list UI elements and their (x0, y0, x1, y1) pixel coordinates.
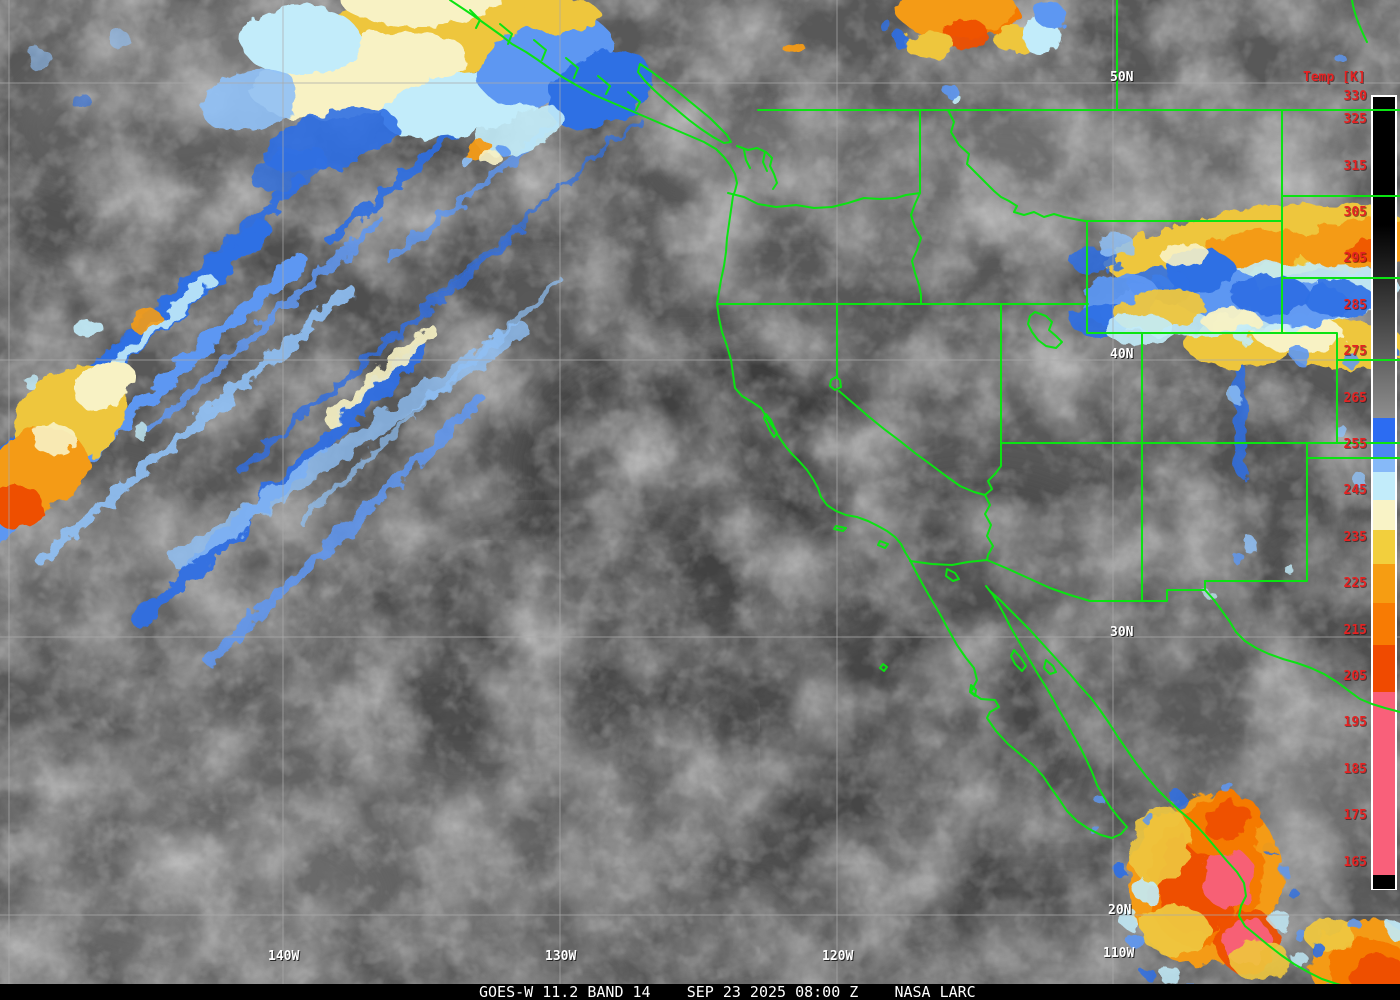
cold-cloud-blob (71, 91, 89, 109)
cold-cloud-blob (0, 483, 43, 527)
cold-cloud-blob (1160, 243, 1210, 267)
cold-cloud-blob (1133, 878, 1157, 902)
cold-cloud-blob (459, 154, 471, 166)
colorbar-segment (1373, 224, 1395, 419)
cold-cloud-blob (1280, 865, 1290, 875)
cold-cloud-blob (1337, 55, 1347, 65)
cold-cloud-streak (35, 285, 355, 565)
cold-cloud-blob (780, 41, 804, 51)
cold-cloud-blob (1095, 233, 1135, 257)
cold-cloud-blob (1160, 965, 1180, 985)
cold-cloud-blob (1234, 554, 1246, 566)
colorbar-segment (1373, 97, 1395, 225)
cold-cloud-streak (324, 324, 436, 426)
cold-cloud-blob (1254, 838, 1278, 854)
cold-cloud-blob (1034, 3, 1066, 27)
cold-cloud-blob (1090, 825, 1100, 835)
cold-cloud-blob (1292, 952, 1308, 968)
colorbar-segment (1373, 874, 1395, 889)
cold-cloud-blob (1224, 784, 1236, 796)
cold-cloud-streak (1231, 343, 1249, 477)
cold-cloud-streak (55, 175, 305, 405)
cold-cloud-blob (1290, 890, 1300, 900)
cold-cloud-blob (1140, 905, 1210, 955)
cold-cloud-blob (1235, 325, 1255, 345)
cold-cloud-streak (204, 394, 486, 666)
caption-text: GOES-W 11.2 BAND 14 SEP 23 2025 08:00 Z … (479, 984, 976, 1000)
temperature-colorbar (1371, 95, 1397, 890)
cold-cloud-blob (1144, 969, 1156, 981)
cold-cloud-blob (1291, 346, 1309, 364)
cold-cloud-blob (1105, 315, 1175, 345)
colorbar-segment (1373, 444, 1395, 458)
cold-cloud-blob (1173, 793, 1187, 807)
colorbar-segment (1373, 691, 1395, 875)
cold-cloud-blob (1230, 940, 1290, 980)
stratocumulus-speckle (0, 540, 760, 985)
colorbar-segment (1373, 644, 1395, 692)
cold-cloud-blob (132, 422, 148, 438)
caption-credit: NASA LARC (894, 983, 976, 1000)
cold-cloud-blob (1242, 537, 1258, 553)
cold-cloud-blob (905, 30, 955, 60)
caption-satellite: GOES-W 11.2 BAND 14 (479, 983, 651, 1000)
cold-cloud-blob (1294, 929, 1306, 941)
cold-cloud-blob (201, 68, 299, 132)
cold-cloud-blob (950, 93, 960, 103)
cold-cloud-streak (146, 216, 384, 434)
colorbar-segment (1373, 563, 1395, 603)
cold-cloud-blob (240, 5, 360, 75)
cold-cloud-blob (22, 372, 38, 388)
cold-cloud-blob (879, 19, 891, 31)
cold-cloud-blob (1230, 275, 1310, 315)
cold-cloud-blob (1270, 910, 1290, 930)
cold-cloud-blob (251, 146, 329, 194)
colorbar-segment (1373, 418, 1395, 445)
cold-cloud-blob (1120, 910, 1140, 930)
cold-cloud-blob (1113, 863, 1127, 877)
cold-cloud-blob (500, 147, 510, 157)
colorbar-segment (1373, 471, 1395, 500)
cold-cloud-blob (75, 320, 105, 340)
cold-cloud-blob (1349, 919, 1361, 931)
colorbar-segment (1373, 499, 1395, 530)
cold-cloud-blob (129, 307, 161, 333)
cold-cloud-blob (75, 361, 135, 409)
cold-cloud-blob (1334, 424, 1346, 436)
caption-gap2 (858, 983, 894, 1000)
cold-cloud-blob (1227, 387, 1243, 403)
cold-cloud-blob (28, 48, 52, 72)
cold-cloud-blob (1144, 814, 1156, 826)
cold-cloud-blob (1205, 590, 1215, 600)
colorbar-segment (1373, 529, 1395, 564)
colorbar-segment (1373, 602, 1395, 645)
cold-cloud-blob (1285, 565, 1295, 575)
cold-cloud-blob (33, 424, 77, 456)
cold-cloud-blob (1353, 473, 1367, 487)
colorbar-segment (1373, 457, 1395, 472)
caption-datetime: SEP 23 2025 08:00 Z (686, 983, 859, 1000)
cold-cloud-blob (110, 30, 130, 50)
cold-cloud-blob (892, 32, 908, 48)
cold-cloud-blob (1095, 795, 1105, 805)
cold-cloud-blob (1311, 943, 1325, 957)
cold-cloud-blob (478, 152, 502, 164)
caption-gap1 (651, 983, 687, 1000)
cold-cloud-blob (1127, 932, 1143, 948)
caption-bar: GOES-W 11.2 BAND 14 SEP 23 2025 08:00 Z … (0, 984, 1400, 1000)
cold-cloud-blob (1305, 282, 1375, 318)
